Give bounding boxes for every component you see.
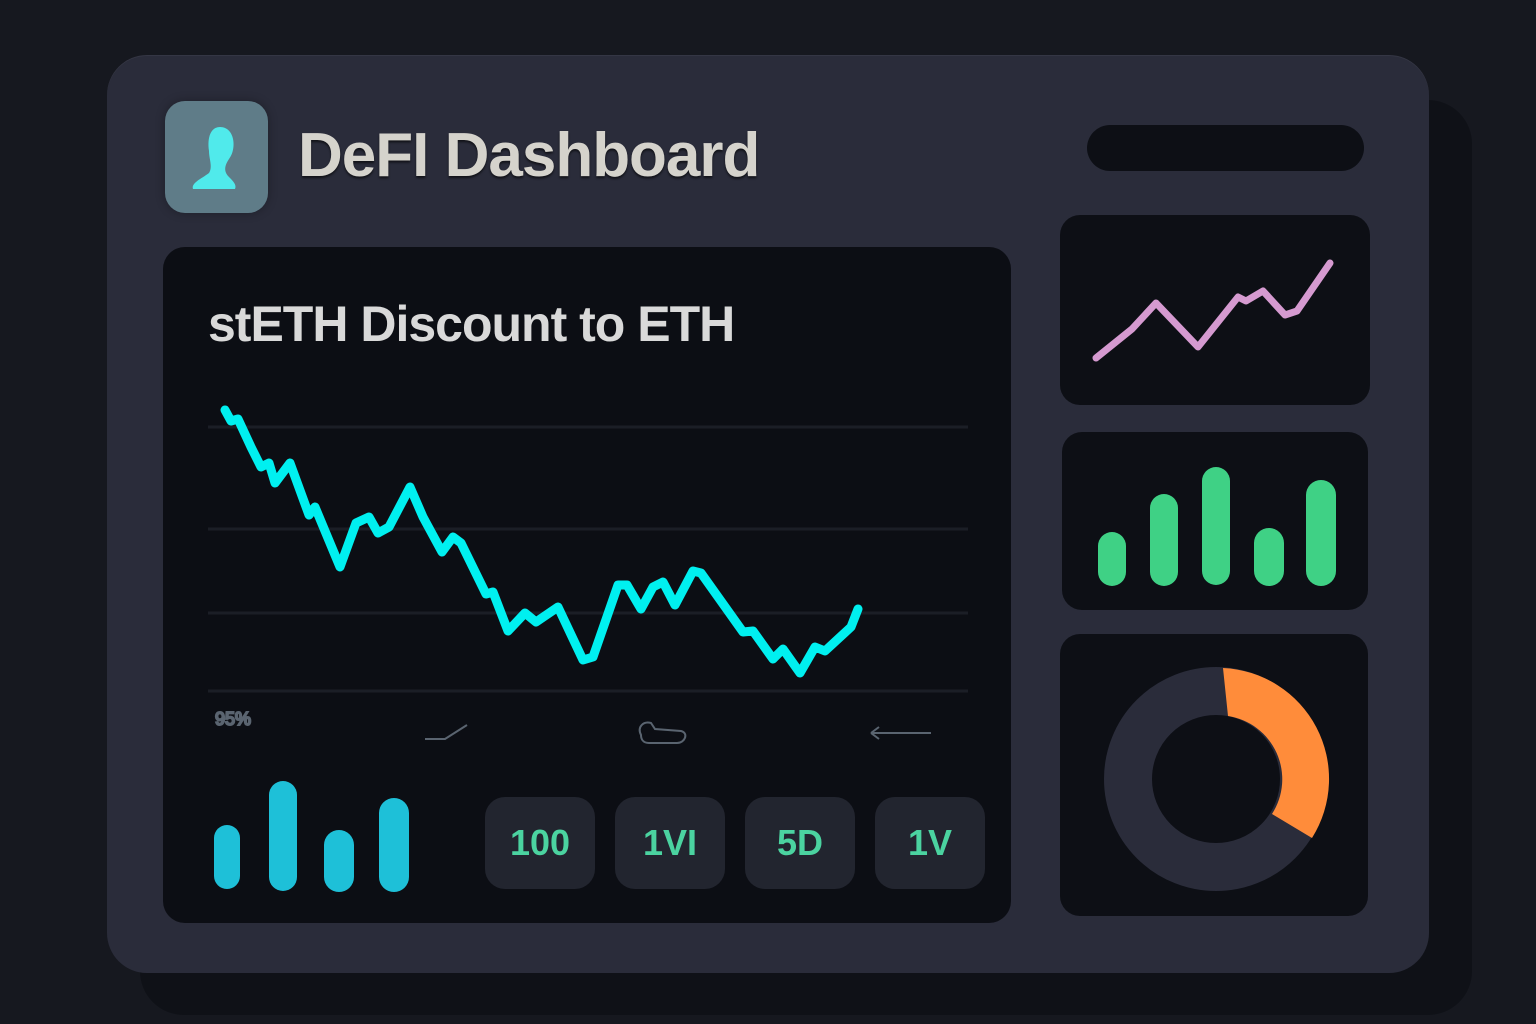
steth-discount-line-chart[interactable] <box>163 247 1011 707</box>
cloud-icon <box>638 721 687 744</box>
mini-bar-chart <box>214 781 409 892</box>
user-avatar-icon <box>192 127 236 189</box>
side-widget-bars[interactable] <box>1062 432 1368 610</box>
search-input[interactable] <box>1087 125 1364 171</box>
pink-line-chart <box>1092 259 1334 362</box>
time-range-selector: 100 1VI 5D 1V <box>485 797 985 889</box>
page-title: DeFI Dashboard <box>298 121 760 190</box>
axis-label-95: 95% <box>215 709 251 729</box>
arrow-left-icon <box>870 726 931 740</box>
axis-icon-row: 95% <box>214 708 931 744</box>
range-button-1vi[interactable]: 1VI <box>615 797 725 889</box>
range-button-1v[interactable]: 1V <box>875 797 985 889</box>
side-widget-line[interactable] <box>1060 215 1370 405</box>
range-button-100[interactable]: 100 <box>485 797 595 889</box>
app-logo[interactable] <box>165 101 268 213</box>
side-widget-donut[interactable] <box>1060 634 1368 916</box>
donut-chart <box>1104 667 1330 891</box>
main-chart-panel: stETH Discount to ETH 95% 100 1VI 5D 1V <box>163 247 1011 923</box>
range-button-5d[interactable]: 5D <box>745 797 855 889</box>
chart-title: stETH Discount to ETH <box>208 296 735 352</box>
green-bar-chart <box>1098 467 1336 586</box>
line-trend-icon <box>425 724 468 740</box>
